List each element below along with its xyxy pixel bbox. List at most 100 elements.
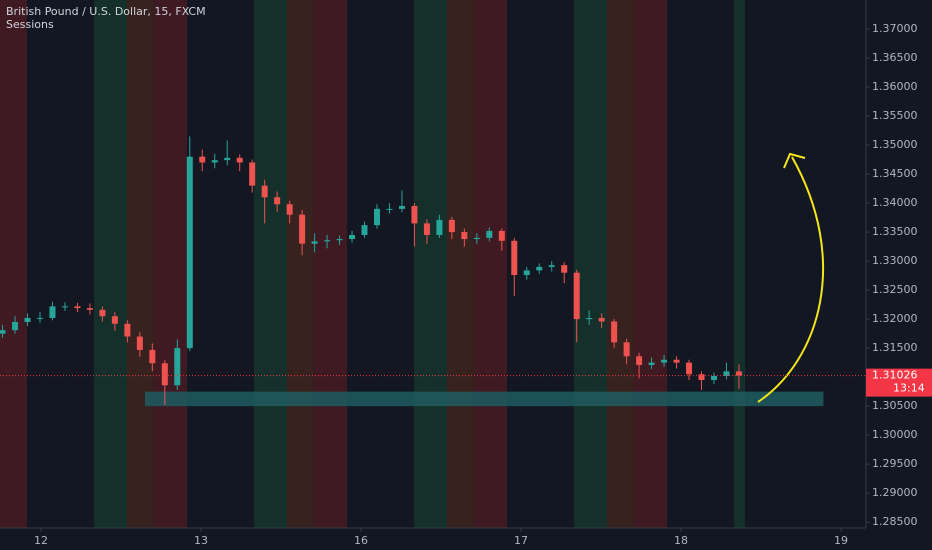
x-tick-label: 17 [514, 534, 528, 547]
candle-body [511, 240, 518, 276]
x-tick-label: 18 [674, 534, 688, 547]
candle-body [124, 323, 131, 337]
candle-body [423, 223, 430, 235]
candle-body [261, 185, 268, 198]
y-tick-label: 1.29500 [872, 457, 918, 470]
candle-body [211, 160, 218, 163]
y-tick-label: 1.30000 [872, 428, 918, 441]
y-tick-label: 1.35000 [872, 138, 918, 151]
session-band [573, 0, 608, 528]
candle-body [111, 316, 118, 324]
y-tick-label: 1.34000 [872, 196, 918, 209]
candle-body [286, 204, 293, 215]
last-price-box [866, 368, 932, 397]
y-tick-label: 1.35500 [872, 109, 918, 122]
candle-body [74, 306, 81, 309]
candle-body [698, 374, 705, 381]
candle-body [586, 317, 593, 320]
candle-body [573, 272, 580, 320]
y-tick-label: 1.33000 [872, 254, 918, 267]
session-band [733, 0, 746, 528]
candle-body [236, 157, 243, 163]
session-band [313, 0, 347, 528]
axes: 1.28500 1.29000 1.29500 1.30000 1.30500 1.310… [0, 22, 932, 547]
y-tick-label: 1.36500 [872, 51, 918, 64]
y-tick-label: 1.36000 [872, 80, 918, 93]
last-price-label: 1.31026 [872, 369, 918, 382]
candle-body [361, 225, 368, 235]
session-band [253, 0, 287, 528]
candle-body [186, 156, 193, 349]
y-tick-label: 1.31500 [872, 341, 918, 354]
candle-body [24, 317, 31, 323]
arrow-curve [757, 156, 825, 403]
y-tick-label: 1.34500 [872, 167, 918, 180]
candle-body [336, 239, 343, 241]
candle-body [598, 317, 605, 322]
candle-body [623, 342, 630, 357]
candle-body [86, 308, 93, 310]
y-tick-label: 1.37000 [872, 22, 918, 35]
candle-body [12, 322, 19, 331]
session-band [447, 0, 474, 528]
candle-body [311, 241, 318, 244]
candle-body [136, 336, 143, 350]
session-band [607, 0, 634, 528]
candle-body [486, 230, 493, 238]
session-band [0, 0, 27, 528]
candle-body [61, 306, 68, 308]
candle-body [37, 317, 44, 319]
y-tick-label: 1.30500 [872, 399, 918, 412]
candle-body [398, 205, 405, 209]
candle-body [174, 348, 181, 386]
candle-body [536, 266, 543, 271]
session-band [473, 0, 508, 528]
session-band [286, 0, 314, 528]
candle-body [49, 306, 56, 318]
y-tick-label: 1.29000 [872, 486, 918, 499]
x-tick-label: 13 [194, 534, 208, 547]
candle-body [561, 265, 568, 273]
candle-body [161, 363, 168, 386]
candle-body [673, 359, 680, 363]
candle-body [611, 321, 618, 343]
candle-body [710, 375, 717, 381]
x-tick-label: 19 [834, 534, 848, 547]
x-tick-label: 12 [34, 534, 48, 547]
candle-body [636, 356, 643, 365]
candle-body [735, 371, 742, 376]
candle-body [249, 162, 256, 186]
candle-body [149, 349, 156, 364]
candle-body [274, 197, 281, 205]
candle-body [461, 232, 468, 240]
candle-body [448, 219, 455, 233]
candle-body [661, 359, 668, 363]
session-band [93, 0, 127, 528]
candle-body [436, 219, 443, 235]
x-tick-label: 16 [354, 534, 368, 547]
overlay [757, 152, 825, 403]
y-tick-label: 1.32000 [872, 312, 918, 325]
price-axis-bg [866, 0, 932, 550]
candle-body [523, 270, 530, 276]
candle-body [0, 330, 6, 334]
candle-body [686, 362, 693, 375]
countdown-label: 13:14 [893, 382, 925, 395]
candle-body [349, 234, 356, 240]
session-band [633, 0, 668, 528]
y-tick-label: 1.33500 [872, 225, 918, 238]
candle-body [224, 157, 231, 161]
zone-layer [144, 391, 824, 407]
y-tick-label: 1.28500 [872, 515, 918, 528]
candle-body [373, 208, 380, 226]
candle-body [411, 205, 418, 224]
candle-body [473, 237, 480, 240]
session-band [126, 0, 154, 528]
y-tick-label: 1.32500 [872, 283, 918, 296]
session-bands [0, 0, 746, 528]
candle-body [548, 265, 555, 267]
candle-body [498, 230, 505, 241]
candle-body [648, 362, 655, 365]
session-band [153, 0, 187, 528]
